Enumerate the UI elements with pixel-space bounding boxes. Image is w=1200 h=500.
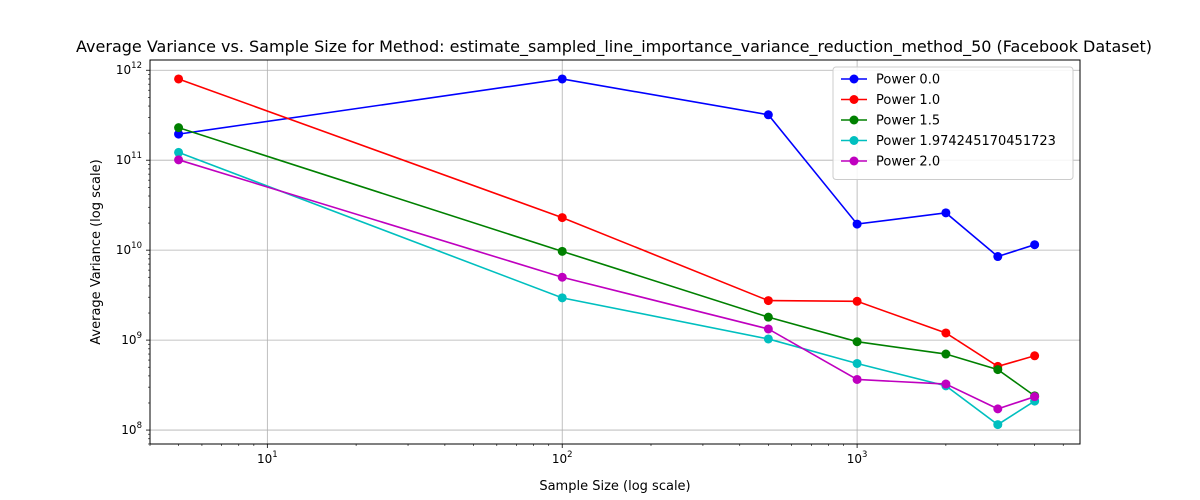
data-point xyxy=(174,147,184,157)
series-layer xyxy=(174,74,1040,430)
data-point xyxy=(557,213,567,223)
series-4 xyxy=(174,155,1040,414)
data-point xyxy=(993,252,1003,262)
data-point xyxy=(174,123,184,133)
legend-box xyxy=(832,66,1074,180)
legend-label: Power 1.5 xyxy=(876,114,940,129)
data-point xyxy=(852,219,862,229)
legend-item: Power 1.5 xyxy=(841,114,940,129)
data-point xyxy=(763,334,773,344)
data-point xyxy=(993,404,1003,414)
legend-item: Power 1.974245170451723 xyxy=(841,134,1056,149)
y-tick-base: 10 xyxy=(121,423,136,437)
data-point xyxy=(763,296,773,306)
legend: Power 0.0 Power 1.0 Power 1.5 Power 1.97424… xyxy=(832,66,1074,180)
plot-frame xyxy=(149,59,1081,445)
y-tick-label: 1012 xyxy=(116,61,142,77)
x-tick-label: 102 xyxy=(552,450,573,466)
x-tick-exponent: 1 xyxy=(272,450,277,460)
x-tick-label: 101 xyxy=(257,450,278,466)
legend-marker xyxy=(849,74,859,84)
legend-marker xyxy=(849,136,859,145)
data-point xyxy=(941,328,951,338)
data-point xyxy=(941,349,951,359)
data-point xyxy=(941,379,951,389)
data-point xyxy=(174,155,184,165)
y-tick-label: 1010 xyxy=(116,241,142,257)
data-point xyxy=(852,296,862,306)
data-point xyxy=(557,246,567,256)
series-0 xyxy=(174,74,1040,262)
data-point xyxy=(993,365,1003,375)
series-line xyxy=(178,159,1035,410)
y-tick-exponent: 12 xyxy=(131,61,142,71)
y-tick-label: 109 xyxy=(121,331,142,347)
y-tick-base: 10 xyxy=(116,243,131,257)
legend-label: Power 0.0 xyxy=(876,73,940,88)
legend-item: Power 2.0 xyxy=(841,155,940,170)
y-tick-exponent: 9 xyxy=(137,331,142,341)
legend-marker xyxy=(849,95,859,104)
y-tick-exponent: 10 xyxy=(131,241,142,251)
legend-marker xyxy=(849,115,859,125)
x-tick-base: 10 xyxy=(847,452,862,466)
data-point xyxy=(557,74,567,84)
legend-label: Power 1.0 xyxy=(876,93,940,108)
chart-title: Average Variance vs. Sample Size for Met… xyxy=(76,37,1152,57)
legend-label: Power 1.974245170451723 xyxy=(876,134,1056,149)
y-tick-exponent: 11 xyxy=(131,151,142,161)
data-point xyxy=(993,420,1003,430)
data-point xyxy=(1030,392,1040,402)
y-tick-base: 10 xyxy=(121,333,136,347)
legend-label: Power 2.0 xyxy=(876,155,940,170)
data-point xyxy=(174,74,184,84)
data-point xyxy=(763,324,773,334)
data-point xyxy=(1030,240,1040,250)
data-point xyxy=(1030,351,1040,361)
data-point xyxy=(763,110,773,120)
y-axis-label: Average Variance (log scale) xyxy=(89,159,104,344)
data-point xyxy=(852,337,862,347)
data-point xyxy=(557,293,567,303)
x-tick-label: 103 xyxy=(847,450,868,466)
y-tick-base: 10 xyxy=(116,63,131,77)
x-tick-base: 10 xyxy=(552,452,567,466)
legend-item: Power 1.0 xyxy=(841,93,940,108)
data-point xyxy=(852,374,862,384)
x-tick-base: 10 xyxy=(257,452,272,466)
data-point xyxy=(852,358,862,368)
data-point xyxy=(557,272,567,282)
y-tick-label: 108 xyxy=(121,421,142,437)
data-point xyxy=(174,129,184,139)
x-axis-label: Sample Size (log scale) xyxy=(539,479,690,494)
data-point xyxy=(941,208,951,218)
y-tick-base: 10 xyxy=(116,153,131,167)
legend-marker xyxy=(849,156,859,166)
y-tick-exponent: 8 xyxy=(137,421,142,431)
data-point xyxy=(763,312,773,322)
y-tick-label: 1011 xyxy=(116,151,142,167)
x-tick-exponent: 2 xyxy=(567,450,572,460)
x-tick-exponent: 3 xyxy=(862,450,867,460)
legend-item: Power 0.0 xyxy=(841,73,940,88)
